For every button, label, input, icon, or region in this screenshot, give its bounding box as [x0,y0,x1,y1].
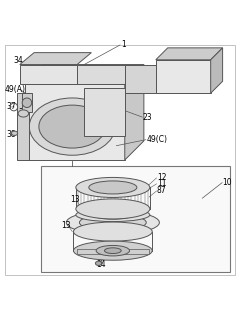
Text: 13: 13 [70,195,79,204]
Text: 13: 13 [61,221,71,230]
Text: 78: 78 [205,67,215,76]
Polygon shape [17,93,29,160]
Polygon shape [77,65,144,84]
Ellipse shape [73,241,152,260]
Polygon shape [125,65,156,93]
Text: 11: 11 [157,179,167,188]
Ellipse shape [76,177,150,197]
Polygon shape [24,65,144,84]
Ellipse shape [29,98,115,155]
Text: 14: 14 [96,260,106,269]
Polygon shape [24,84,125,160]
Polygon shape [77,250,149,254]
Ellipse shape [76,199,150,219]
Ellipse shape [22,98,32,108]
Polygon shape [84,88,125,136]
Polygon shape [156,48,223,60]
Ellipse shape [79,214,146,231]
Polygon shape [20,65,77,84]
Text: 49(B): 49(B) [200,60,221,69]
Polygon shape [20,52,91,65]
Text: 49(C): 49(C) [146,135,167,144]
Text: 34: 34 [14,56,24,66]
Text: 87: 87 [157,186,167,195]
Text: 10: 10 [223,178,232,187]
Text: 12: 12 [157,173,167,182]
Polygon shape [211,48,223,93]
Polygon shape [156,60,211,93]
Text: 39: 39 [19,108,29,117]
Ellipse shape [12,131,18,135]
Text: 49(A): 49(A) [4,85,25,94]
Ellipse shape [96,245,130,256]
Ellipse shape [66,211,159,235]
Polygon shape [22,93,32,112]
Bar [41,166,230,272]
Text: 1: 1 [121,41,126,50]
Ellipse shape [92,211,133,219]
Text: 23: 23 [143,113,152,122]
Ellipse shape [39,105,106,148]
Ellipse shape [96,261,102,266]
Text: 37: 37 [7,102,16,111]
Ellipse shape [104,248,121,253]
Ellipse shape [89,181,137,194]
Ellipse shape [73,222,152,241]
Ellipse shape [76,208,150,221]
Ellipse shape [18,110,29,117]
Text: 38: 38 [7,130,16,139]
Polygon shape [125,65,144,160]
